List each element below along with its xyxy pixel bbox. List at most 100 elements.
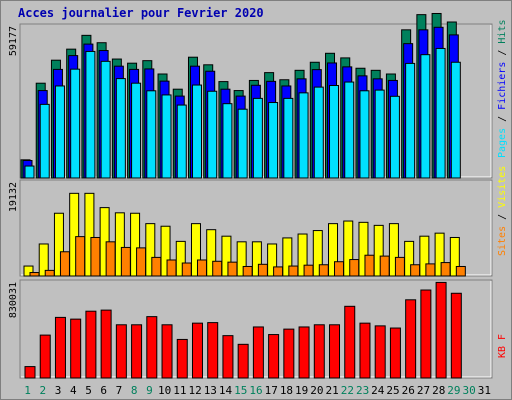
bar-sites-day-22 [349, 259, 360, 277]
bar-sites-day-16 [257, 263, 268, 277]
bar-kbf-day-12 [191, 322, 203, 379]
bar-visites-day-20 [312, 230, 323, 277]
day-label-7: 7 [116, 384, 123, 397]
bar-kbf-day-24 [374, 325, 386, 379]
chart-title: Acces journalier pour Fevrier 2020 [18, 6, 264, 20]
bar-visites-day-15 [236, 241, 247, 277]
day-label-16: 16 [249, 384, 262, 397]
bar-sites-day-19 [303, 264, 314, 277]
day-label-31: 31 [478, 384, 491, 397]
bar-kbf-day-25 [389, 327, 401, 379]
ymax-label-kbf: 830031 [8, 282, 19, 318]
bar-sites-day-6 [105, 241, 116, 277]
bar-kbf-day-13 [207, 322, 219, 379]
bar-sites-day-17 [273, 266, 284, 277]
bar-pages-day-21 [329, 85, 340, 179]
legend-entry-visites: Visites [497, 166, 508, 208]
bar-kbf-day-7 [115, 324, 127, 379]
day-label-20: 20 [310, 384, 323, 397]
bar-pages-day-8 [131, 82, 142, 179]
bar-pages-day-25 [389, 95, 400, 179]
day-label-1: 1 [24, 384, 31, 397]
bar-sites-day-20 [318, 264, 329, 277]
day-label-6: 6 [100, 384, 107, 397]
bar-kbf-day-16 [252, 326, 264, 379]
bar-pages-day-16 [252, 97, 263, 179]
bar-sites-day-7 [120, 246, 131, 277]
bar-visites-day-1 [23, 265, 34, 277]
bar-sites-day-13 [212, 260, 223, 277]
bar-pages-day-5 [85, 50, 96, 179]
legend-entry-hits: Hits [497, 20, 508, 44]
bar-pages-day-1 [24, 165, 35, 179]
day-label-10: 10 [158, 384, 171, 397]
bar-sites-day-9 [151, 256, 162, 277]
bar-pages-day-3 [54, 85, 65, 179]
bar-visites-day-5 [84, 192, 95, 277]
bar-visites-day-10 [160, 225, 171, 277]
bar-pages-day-18 [283, 97, 294, 179]
bar-pages-day-19 [298, 92, 309, 179]
day-label-28: 28 [432, 384, 445, 397]
day-label-27: 27 [417, 384, 430, 397]
bar-sites-day-24 [379, 255, 390, 277]
bar-visites-day-8 [130, 212, 141, 277]
bar-pages-day-7 [115, 78, 126, 179]
day-label-22: 22 [341, 384, 354, 397]
day-label-5: 5 [85, 384, 92, 397]
bar-kbf-day-29 [450, 292, 462, 379]
bar-pages-day-12 [191, 84, 202, 179]
bar-kbf-day-14 [222, 335, 234, 379]
bar-visites-day-18 [282, 237, 293, 277]
bar-kbf-day-8 [131, 324, 143, 379]
bar-kbf-day-28 [435, 281, 447, 379]
day-label-9: 9 [146, 384, 153, 397]
bar-visites-day-23 [358, 221, 369, 277]
bar-visites-day-29 [449, 236, 460, 277]
bar-kbf-day-23 [359, 322, 371, 379]
day-label-19: 19 [295, 384, 308, 397]
day-label-17: 17 [265, 384, 278, 397]
bar-visites-day-21 [328, 223, 339, 277]
bar-sites-day-28 [440, 262, 451, 277]
bar-pages-day-28 [435, 47, 446, 179]
bar-kbf-day-2 [39, 334, 51, 379]
legend-entry-pages: Pages [497, 128, 508, 158]
bar-kbf-day-22 [344, 305, 356, 379]
day-label-13: 13 [204, 384, 217, 397]
bar-kbf-day-17 [268, 334, 280, 379]
bar-kbf-day-18 [283, 328, 295, 379]
bar-sites-day-15 [242, 265, 253, 277]
bar-pages-day-22 [344, 81, 355, 179]
bar-visites-day-26 [404, 240, 415, 277]
ymax-label-hits: 59177 [8, 26, 19, 56]
bar-kbf-day-19 [298, 326, 310, 379]
bar-kbf-day-3 [54, 316, 66, 379]
bar-pages-day-2 [39, 103, 50, 179]
bar-kbf-day-26 [405, 299, 417, 379]
bar-visites-day-16 [251, 241, 262, 277]
bar-pages-day-27 [420, 54, 431, 179]
legend-separator: / [497, 44, 508, 62]
day-label-12: 12 [188, 384, 201, 397]
bar-pages-day-11 [176, 104, 187, 179]
day-label-21: 21 [326, 384, 339, 397]
bar-pages-day-4 [70, 68, 81, 179]
bar-pages-day-15 [237, 108, 248, 179]
legend-separator: / [497, 208, 508, 226]
bar-pages-day-29 [450, 61, 461, 179]
bar-sites-day-8 [136, 247, 147, 277]
bar-visites-day-9 [145, 223, 156, 277]
day-label-4: 4 [70, 384, 77, 397]
bar-visites-day-14 [221, 235, 232, 277]
bar-sites-day-11 [181, 262, 192, 277]
bar-sites-day-1 [29, 272, 40, 277]
bar-sites-day-10 [166, 259, 177, 277]
bar-kbf-day-10 [161, 324, 173, 379]
day-label-11: 11 [173, 384, 186, 397]
legend-entry-sites: Sites [497, 226, 508, 256]
bar-sites-day-23 [364, 254, 375, 277]
day-label-15: 15 [234, 384, 247, 397]
bar-pages-day-6 [100, 60, 111, 179]
